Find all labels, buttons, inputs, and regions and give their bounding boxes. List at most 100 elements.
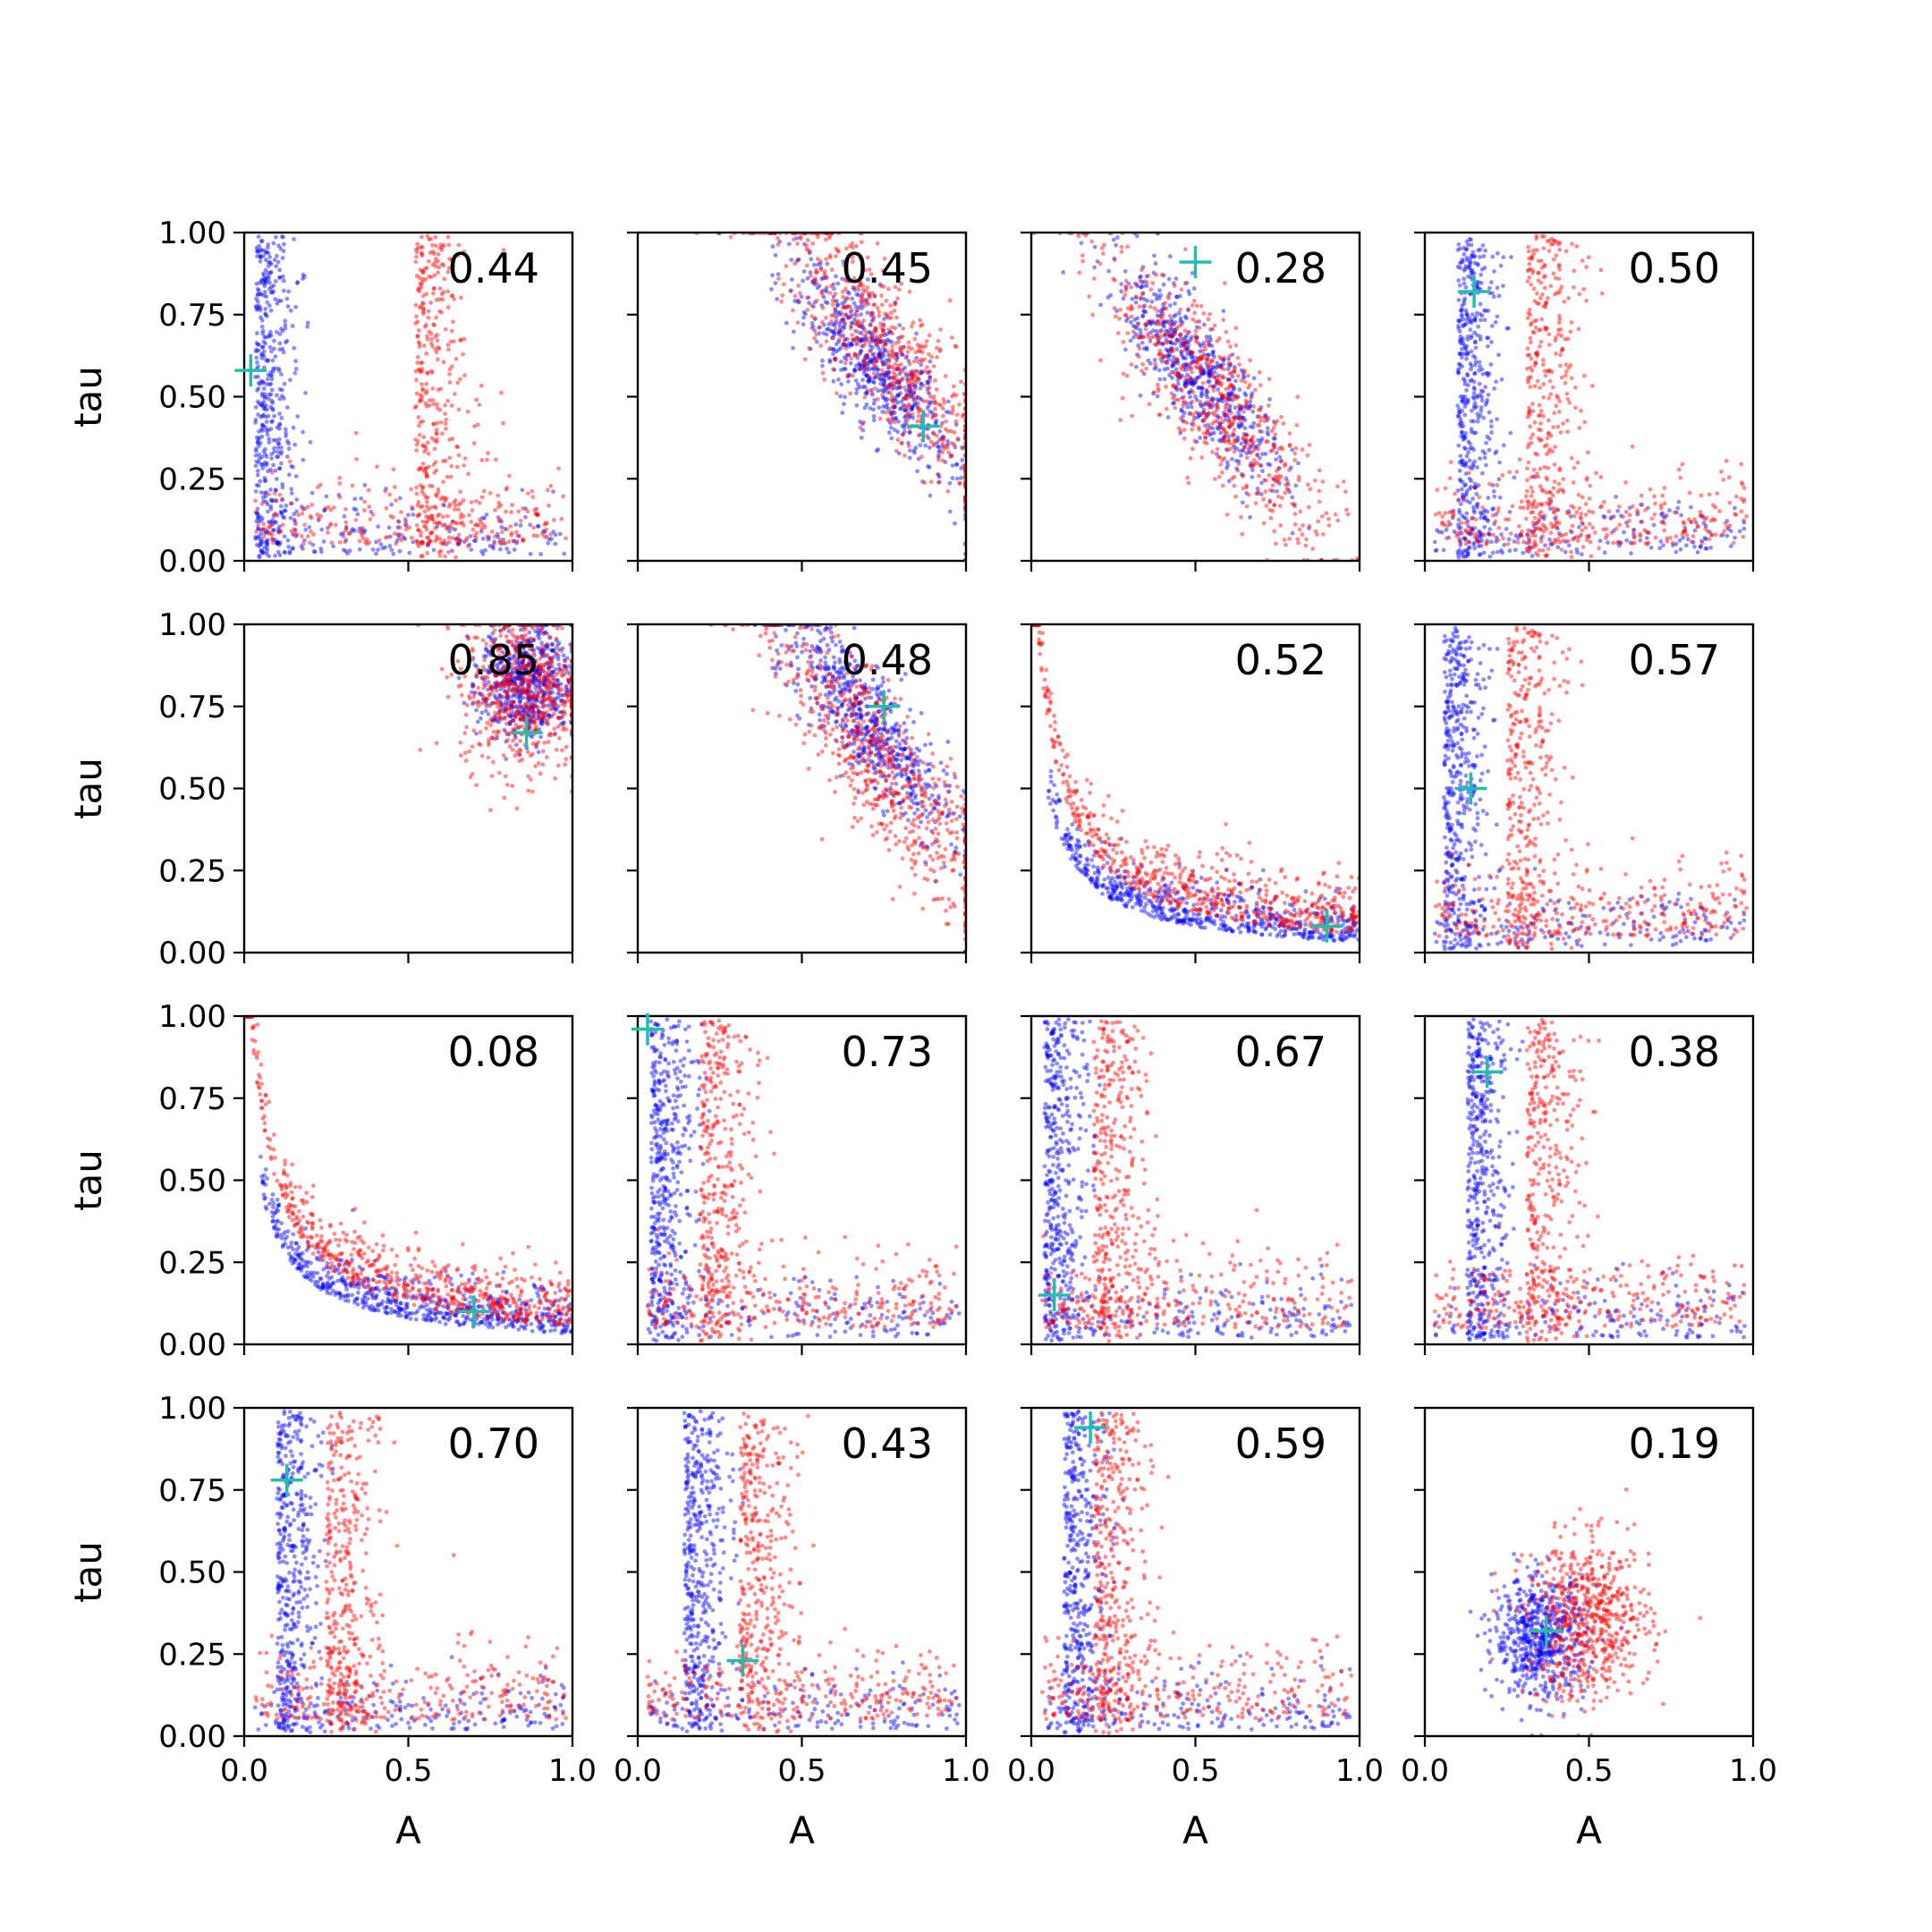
red-point [1254,491,1259,496]
blue-point [1138,327,1143,333]
blue-point [1491,489,1496,494]
red-point [918,349,923,353]
red-point [851,245,855,250]
blue-point [837,325,843,329]
red-point [1528,267,1533,271]
blue-point [1193,335,1199,341]
blue-point [1167,254,1173,259]
red-point [440,431,445,436]
red-point [1169,391,1174,396]
blue-point [293,534,299,538]
blue-point [854,342,860,347]
red-point [423,391,428,396]
red-point [1261,496,1267,502]
red-point [1652,512,1657,517]
red-point [271,514,276,520]
blue-point [262,460,267,465]
blue-point [1467,545,1472,550]
red-point [820,292,826,298]
blue-point [890,405,895,410]
red-point [944,419,949,424]
blue-point [948,453,953,458]
blue-point [854,402,860,408]
red-point [1156,388,1161,394]
red-point [864,353,869,359]
red-point [1192,310,1198,316]
blue-point [928,359,933,364]
blue-point [287,551,292,555]
red-point [1702,517,1707,522]
red-point [812,316,818,321]
blue-point [872,397,877,402]
red-point [928,369,933,374]
blue-point [825,261,830,267]
blue-point [1495,549,1500,555]
red-point [1472,485,1478,490]
blue-point [1463,264,1469,269]
red-point [924,399,929,404]
blue-point [1469,349,1474,354]
red-point [1193,364,1199,369]
red-point [1515,540,1521,545]
red-point [908,387,913,393]
blue-point [273,366,278,371]
red-point [833,357,838,361]
blue-point [267,260,273,266]
blue-point [894,351,899,356]
red-point [957,402,962,407]
blue-point [277,466,283,471]
red-point [953,343,958,349]
blue-point [1495,314,1500,319]
red-point [948,428,953,434]
red-point [1267,403,1271,408]
red-point [850,337,855,343]
blue-point [860,325,865,330]
blue-point [1566,509,1572,513]
blue-point [255,331,259,335]
red-point [1662,486,1667,491]
red-point [895,437,901,443]
blue-point [892,411,897,415]
blue-point [512,547,517,552]
blue-point [1465,373,1470,378]
blue-point [1161,306,1166,310]
red-point [826,235,832,241]
blue-point [1456,443,1462,448]
red-point [1178,365,1183,370]
blue-point [275,540,281,545]
blue-point [284,503,289,508]
blue-point [1550,541,1555,547]
red-point [822,269,827,274]
blue-point [1182,365,1188,370]
red-point [882,342,887,347]
red-point [455,541,461,547]
blue-point [1483,402,1488,407]
red-point [1564,391,1570,396]
red-point [1156,338,1161,343]
blue-point [863,356,869,360]
red-point [1546,332,1552,337]
red-point [909,376,914,381]
red-point [1155,382,1160,387]
red-point [1539,292,1545,297]
blue-point [1532,474,1538,479]
blue-point [1529,529,1533,534]
red-point [1563,531,1569,537]
red-point [367,504,372,510]
red-point [1231,431,1235,436]
blue-point [1198,366,1202,371]
blue-point [1485,538,1490,544]
blue-point [826,326,831,332]
blue-point [1270,488,1275,494]
blue-point [276,366,282,371]
blue-point [1134,352,1140,357]
red-point [899,281,904,286]
blue-point [1141,371,1147,377]
red-point [1530,474,1536,479]
red-point [454,521,460,526]
red-point [1526,411,1531,416]
red-point [1528,335,1533,341]
red-point [1558,327,1563,332]
red-point [1204,357,1209,362]
blue-point [914,331,919,336]
